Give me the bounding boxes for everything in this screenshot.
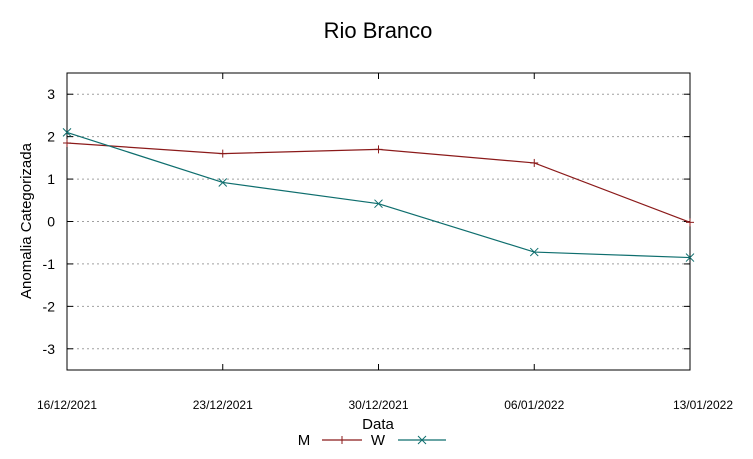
y-tick-label: 3 — [47, 86, 55, 102]
data-point-W — [685, 253, 695, 262]
x-tick-label: 06/01/2022 — [504, 398, 564, 412]
data-point-W — [218, 178, 228, 187]
x-axis-label: Data — [362, 416, 394, 433]
series-line-M — [66, 142, 691, 223]
x-tick-label: 23/12/2021 — [193, 398, 253, 412]
y-tick-label: -1 — [43, 256, 56, 272]
data-point-M — [63, 139, 71, 148]
legend-marker-W — [417, 435, 427, 445]
x-tick-label: 30/12/2021 — [348, 398, 408, 412]
y-tick-label: 1 — [47, 171, 55, 187]
data-point-W — [62, 128, 72, 137]
data-point-W — [529, 247, 539, 257]
legend-marker-M — [338, 436, 346, 444]
data-point-M — [374, 145, 383, 154]
y-axis-label: Anomalia Categorizada — [18, 142, 35, 299]
y-tick-label: -3 — [43, 341, 56, 357]
chart-title: Rio Branco — [324, 18, 433, 43]
data-point-M — [686, 218, 694, 227]
legend-label-M: M — [298, 432, 311, 449]
series-layer — [62, 128, 695, 262]
y-tick-label: -2 — [43, 298, 56, 314]
y-tick-label: 2 — [47, 129, 55, 145]
data-point-W — [374, 199, 383, 209]
grid-lines — [67, 93, 690, 350]
legend-label-W: W — [371, 432, 386, 449]
x-tick-labels: 16/12/2021 23/12/2021 30/12/2021 06/01/2022… — [37, 398, 733, 412]
y-tick-label: 0 — [47, 214, 55, 230]
y-tick-labels: 3 2 1 0 -1 -2 -3 — [43, 86, 56, 357]
data-point-M — [530, 158, 539, 167]
x-tick-label: 13/01/2022 — [673, 398, 733, 412]
data-point-M — [218, 149, 227, 158]
x-tick-label: 16/12/2021 — [37, 398, 97, 412]
